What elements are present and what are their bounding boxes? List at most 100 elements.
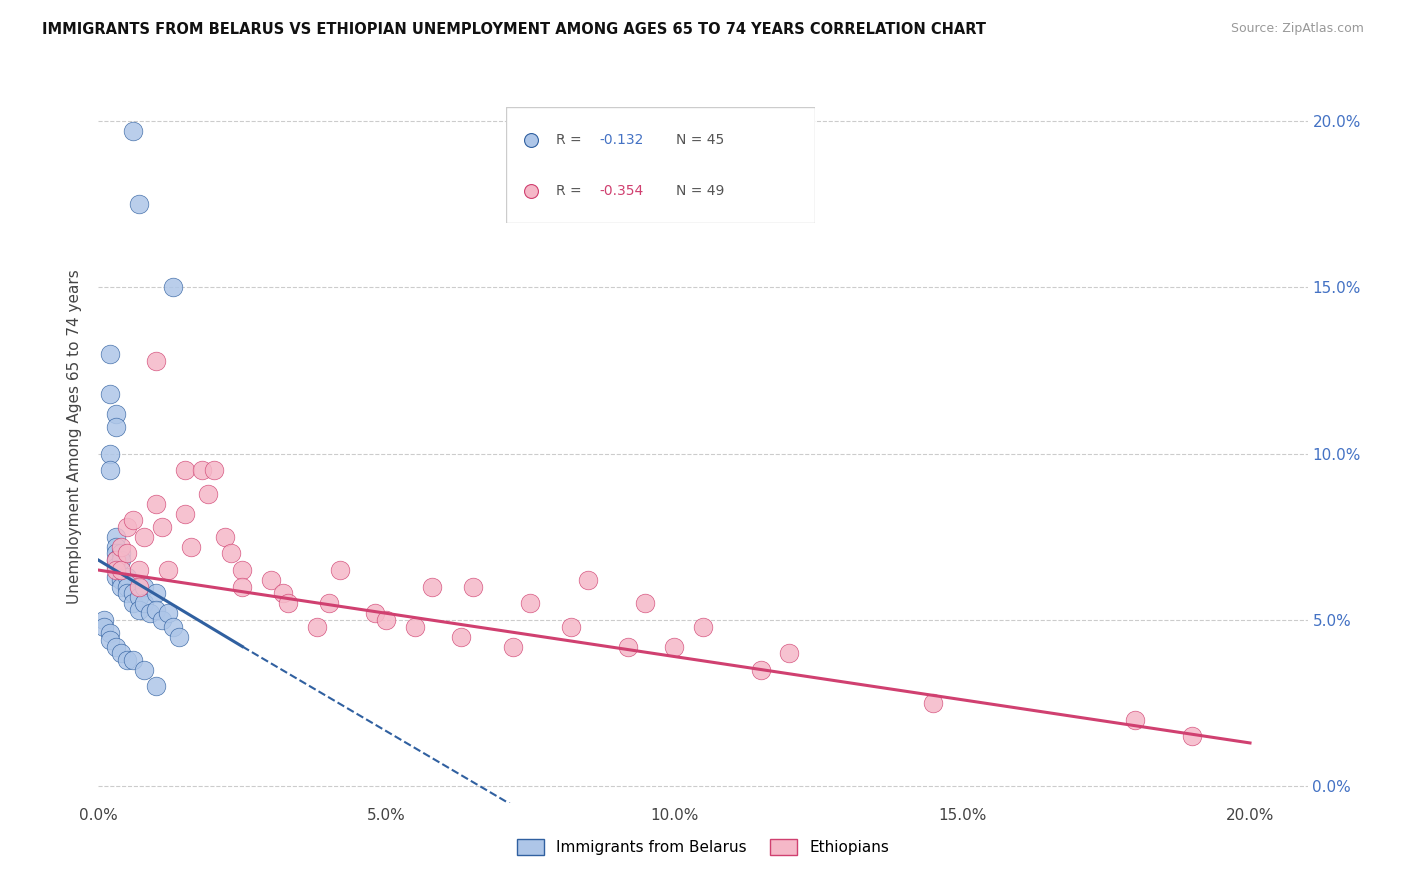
Point <box>134 580 156 594</box>
Point <box>134 530 156 544</box>
Point <box>191 463 214 477</box>
Point <box>128 603 150 617</box>
Y-axis label: Unemployment Among Ages 65 to 74 years: Unemployment Among Ages 65 to 74 years <box>67 269 83 605</box>
Point <box>214 530 236 544</box>
Point <box>520 184 543 198</box>
Point <box>115 580 138 594</box>
Point <box>104 559 127 574</box>
Point <box>98 387 121 401</box>
Point <box>329 563 352 577</box>
Text: N = 49: N = 49 <box>676 184 724 197</box>
Point <box>104 553 127 567</box>
Point <box>277 596 299 610</box>
Point <box>104 546 127 560</box>
Point <box>318 596 340 610</box>
Point <box>98 626 121 640</box>
Point <box>98 463 121 477</box>
Point <box>1123 713 1146 727</box>
FancyBboxPatch shape <box>506 107 815 223</box>
Point <box>364 607 387 621</box>
Point <box>231 580 253 594</box>
Point <box>122 653 145 667</box>
Point <box>139 607 162 621</box>
Point <box>110 540 132 554</box>
Point <box>307 619 329 633</box>
Point <box>145 497 167 511</box>
Legend: Immigrants from Belarus, Ethiopians: Immigrants from Belarus, Ethiopians <box>510 833 896 861</box>
Point <box>520 132 543 146</box>
Point <box>219 546 242 560</box>
Point <box>104 563 127 577</box>
Text: Source: ZipAtlas.com: Source: ZipAtlas.com <box>1230 22 1364 36</box>
Point <box>145 680 167 694</box>
Point <box>560 619 582 633</box>
Point <box>110 553 132 567</box>
Point <box>167 630 190 644</box>
Point <box>260 573 283 587</box>
Point <box>617 640 640 654</box>
Point <box>104 553 127 567</box>
Point <box>110 546 132 560</box>
Point <box>104 640 127 654</box>
Text: N = 45: N = 45 <box>676 133 724 146</box>
Point <box>104 570 127 584</box>
Point <box>98 347 121 361</box>
Point <box>202 463 225 477</box>
Text: R =: R = <box>555 133 586 146</box>
Point <box>98 447 121 461</box>
Point <box>664 640 686 654</box>
Point <box>104 540 127 554</box>
Text: IMMIGRANTS FROM BELARUS VS ETHIOPIAN UNEMPLOYMENT AMONG AGES 65 TO 74 YEARS CORR: IMMIGRANTS FROM BELARUS VS ETHIOPIAN UNE… <box>42 22 986 37</box>
Point <box>128 580 150 594</box>
Point <box>145 353 167 368</box>
Text: R =: R = <box>555 184 586 197</box>
Point <box>197 486 219 500</box>
Point <box>128 197 150 211</box>
Point <box>162 619 184 633</box>
Point <box>150 520 173 534</box>
Point <box>634 596 657 610</box>
Point <box>404 619 426 633</box>
Point <box>145 603 167 617</box>
Point <box>150 613 173 627</box>
Point <box>162 280 184 294</box>
Text: -0.132: -0.132 <box>599 133 644 146</box>
Point <box>128 590 150 604</box>
Point <box>375 613 398 627</box>
Point <box>749 663 772 677</box>
Point <box>576 573 599 587</box>
Point <box>115 586 138 600</box>
Point <box>128 563 150 577</box>
Point <box>110 646 132 660</box>
Point <box>110 563 132 577</box>
Point <box>461 580 484 594</box>
Point <box>110 573 132 587</box>
Text: -0.354: -0.354 <box>599 184 643 197</box>
Point <box>115 520 138 534</box>
Point <box>156 607 179 621</box>
Point <box>173 507 195 521</box>
Point <box>134 596 156 610</box>
Point <box>502 640 524 654</box>
Point <box>104 530 127 544</box>
Point <box>115 546 138 560</box>
Point <box>104 420 127 434</box>
Point <box>93 613 115 627</box>
Point <box>115 570 138 584</box>
Point <box>231 563 253 577</box>
Point <box>122 124 145 138</box>
Point <box>692 619 714 633</box>
Point <box>1181 729 1204 743</box>
Text: -0.132: -0.132 <box>605 145 652 161</box>
Point <box>778 646 800 660</box>
Point <box>93 619 115 633</box>
Point <box>122 586 145 600</box>
Point <box>110 580 132 594</box>
Point <box>134 663 156 677</box>
Point <box>450 630 472 644</box>
Point <box>145 586 167 600</box>
Point <box>98 632 121 647</box>
Point <box>156 563 179 577</box>
Point <box>922 696 945 710</box>
Point <box>115 653 138 667</box>
